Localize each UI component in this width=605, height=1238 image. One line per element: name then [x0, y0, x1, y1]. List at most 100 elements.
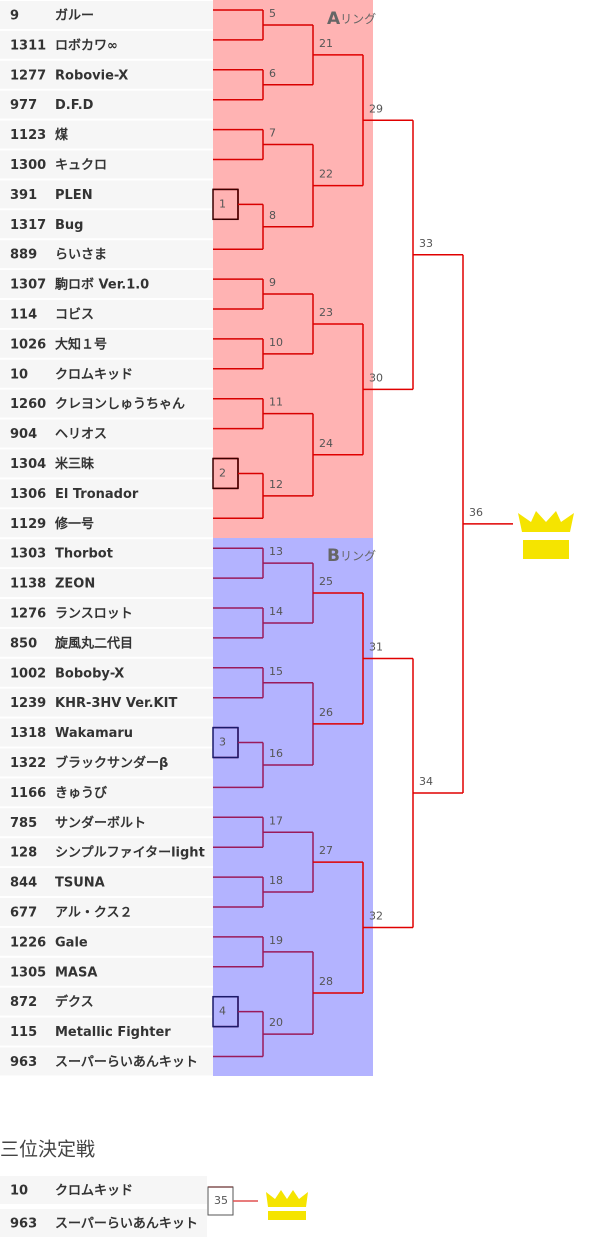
player-row [0, 1, 213, 29]
match-number: 4 [219, 1005, 226, 1018]
player-id: 850 [10, 636, 37, 651]
match-number: 20 [269, 1016, 283, 1029]
player-id: 977 [10, 98, 37, 113]
player-name: PLEN [55, 188, 93, 203]
match-number: 14 [269, 605, 283, 618]
player-name: らいさま [55, 248, 107, 263]
ring-suffix: リング [340, 549, 376, 563]
third-place-crown [266, 1190, 308, 1220]
player-name: ZEON [55, 577, 95, 592]
player-row [0, 90, 213, 119]
player-name: デクス [55, 994, 94, 1010]
match-number: 9 [269, 276, 276, 289]
ring-a-bg [213, 0, 373, 538]
player-id: 1239 [10, 696, 46, 711]
player-id: 1276 [10, 606, 46, 621]
player-row [0, 419, 213, 448]
match-number: 31 [369, 640, 383, 653]
player-row [0, 1047, 213, 1076]
player-name: シンプルファイターlight [55, 846, 205, 861]
player-id: 963 [10, 1055, 37, 1070]
player-name: クロムキッド [55, 1183, 133, 1198]
player-id: 1123 [10, 128, 46, 143]
player-name: スーパーらいあんキット [55, 1216, 198, 1231]
player-row [0, 389, 213, 418]
player-id: 677 [10, 905, 37, 920]
player-row [0, 569, 213, 597]
match-number: 7 [269, 127, 276, 140]
player-name: Thorbot [55, 547, 113, 562]
player-name: ブラックサンダーβ [55, 755, 168, 771]
player-name: Bug [55, 218, 83, 233]
player-row [0, 838, 213, 867]
match-number: 5 [269, 7, 276, 20]
player-name: ヘリオス [55, 427, 107, 442]
player-name: サンダーボルト [55, 815, 146, 831]
player-id: 10 [10, 1183, 28, 1198]
match-number: 29 [369, 102, 383, 115]
player-id: 1322 [10, 756, 46, 771]
player-id: 1002 [10, 666, 46, 681]
player-id: 1307 [10, 278, 46, 293]
player-name: クロムキッド [55, 367, 133, 382]
ring-label: Bリング [327, 546, 376, 566]
player-name: Wakamaru [55, 726, 133, 741]
player-row [0, 270, 213, 298]
player-id: 963 [10, 1216, 37, 1231]
match-number: 35 [214, 1194, 228, 1207]
player-id: 9 [10, 8, 19, 23]
player-name: 駒ロボ Ver.1.0 [54, 277, 149, 293]
player-id: 1260 [10, 397, 46, 412]
match-number: 33 [419, 237, 433, 250]
player-row [0, 628, 213, 657]
player-name: MASA [55, 965, 97, 980]
player-id: 1138 [10, 577, 46, 592]
player-id: 1226 [10, 935, 46, 950]
player-row [0, 210, 213, 239]
match-number: 22 [319, 168, 333, 181]
player-id: 1300 [10, 158, 46, 173]
player-name: コビス [55, 306, 94, 322]
player-name: D.F.D [55, 98, 94, 113]
match-number: 6 [269, 67, 276, 80]
third-place-title: 三位決定戦 [0, 1139, 95, 1161]
player-id: 391 [10, 188, 37, 203]
player-row [0, 30, 213, 59]
player-id: 1318 [10, 726, 46, 741]
player-row [0, 359, 213, 388]
player-row [0, 868, 213, 896]
player-name: Gale [55, 935, 88, 950]
match-number: 32 [369, 910, 383, 923]
player-id: 1311 [10, 38, 46, 53]
player-row [0, 808, 213, 837]
match-number: 3 [219, 736, 226, 749]
player-id: 1306 [10, 487, 46, 502]
player-name: 煤 [55, 127, 68, 143]
player-row [0, 748, 213, 777]
ring-label: Aリング [327, 9, 376, 29]
player-row [0, 120, 213, 149]
player-row [0, 1017, 213, 1046]
player-row [0, 150, 213, 179]
match-number: 12 [269, 478, 283, 491]
match-number: 34 [419, 775, 433, 788]
player-name: 大知１号 [55, 336, 107, 352]
ring-b-bg [213, 538, 373, 1076]
player-name: 米三昧 [55, 456, 95, 472]
match-number: 24 [319, 437, 333, 450]
player-row [0, 927, 213, 956]
player-id: 1277 [10, 68, 46, 83]
player-name: キュクロ [55, 158, 107, 173]
player-name: アル・クス２ [55, 905, 132, 920]
player-id: 1317 [10, 218, 46, 233]
player-row [0, 957, 213, 986]
match-number: 26 [319, 706, 333, 719]
player-row [0, 658, 213, 687]
match-number: 8 [269, 209, 276, 222]
player-id: 904 [10, 427, 37, 442]
player-name: 修一号 [54, 516, 94, 532]
ring-letter: A [327, 9, 341, 29]
player-name: ガルー [55, 8, 94, 23]
match-number: 19 [269, 934, 283, 947]
